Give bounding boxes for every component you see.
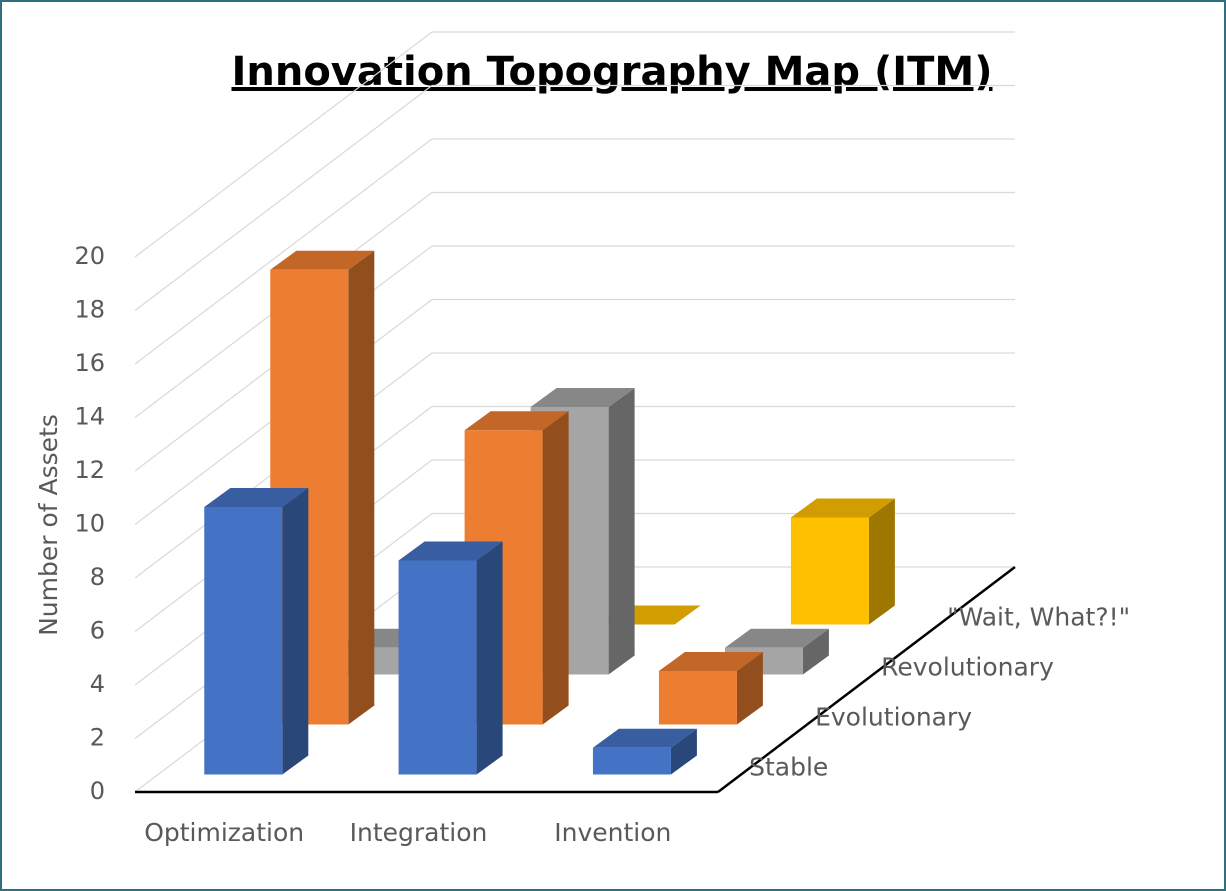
y-tick-label: 0 bbox=[90, 777, 105, 805]
bar-front bbox=[592, 747, 671, 775]
bar-top bbox=[790, 498, 895, 518]
series-label: Stable bbox=[749, 753, 828, 782]
bar bbox=[204, 488, 309, 775]
series-label: Evolutionary bbox=[815, 703, 972, 732]
bar bbox=[398, 541, 503, 775]
x-tick-label: Invention bbox=[554, 818, 671, 847]
bar bbox=[592, 728, 697, 775]
bar-side bbox=[542, 411, 569, 725]
y-tick-label: 10 bbox=[74, 510, 105, 538]
y-tick-label: 20 bbox=[74, 242, 105, 270]
bar-top bbox=[658, 652, 763, 671]
bar-side bbox=[476, 541, 503, 775]
bar-front bbox=[658, 671, 737, 725]
bar-top bbox=[398, 541, 503, 561]
y-tick-label: 6 bbox=[90, 617, 105, 645]
bar-front bbox=[398, 560, 477, 775]
series-label: "Wait, What?!" bbox=[947, 603, 1130, 632]
depth-axis bbox=[717, 566, 1016, 793]
bar-side bbox=[802, 628, 829, 675]
bar-top bbox=[592, 728, 697, 748]
y-axis-label: Number of Assets bbox=[34, 414, 63, 636]
bars bbox=[204, 250, 895, 775]
series-label: Revolutionary bbox=[881, 653, 1054, 682]
x-tick-label: Integration bbox=[350, 818, 488, 847]
bar-top bbox=[530, 388, 635, 407]
y-tick-label: 14 bbox=[74, 403, 105, 431]
grid-line bbox=[134, 31, 433, 258]
bar-side bbox=[670, 728, 697, 775]
grid-line bbox=[134, 138, 433, 365]
bar-top bbox=[464, 411, 569, 431]
y-tick-label: 12 bbox=[74, 456, 105, 484]
bar-front bbox=[204, 507, 283, 775]
bar-side bbox=[282, 488, 309, 775]
bar-front bbox=[790, 517, 869, 625]
bar-top bbox=[204, 488, 309, 507]
bar-side bbox=[348, 250, 375, 725]
bar-top bbox=[270, 250, 375, 270]
bar-top bbox=[724, 628, 829, 648]
grid-line bbox=[134, 85, 433, 311]
y-tick-label: 4 bbox=[90, 670, 105, 698]
bar-side bbox=[608, 388, 635, 675]
y-tick-label: 2 bbox=[90, 724, 105, 752]
bar-side bbox=[736, 652, 763, 725]
y-tick-label: 8 bbox=[90, 563, 105, 591]
y-tick-label: 18 bbox=[74, 296, 105, 324]
bar-side bbox=[868, 498, 895, 625]
bar bbox=[790, 498, 895, 625]
x-tick-label: Optimization bbox=[144, 818, 304, 847]
chart-title: Innovation Topography Map (ITM) bbox=[231, 49, 992, 95]
bar bbox=[658, 652, 763, 725]
y-tick-label: 16 bbox=[74, 349, 105, 377]
